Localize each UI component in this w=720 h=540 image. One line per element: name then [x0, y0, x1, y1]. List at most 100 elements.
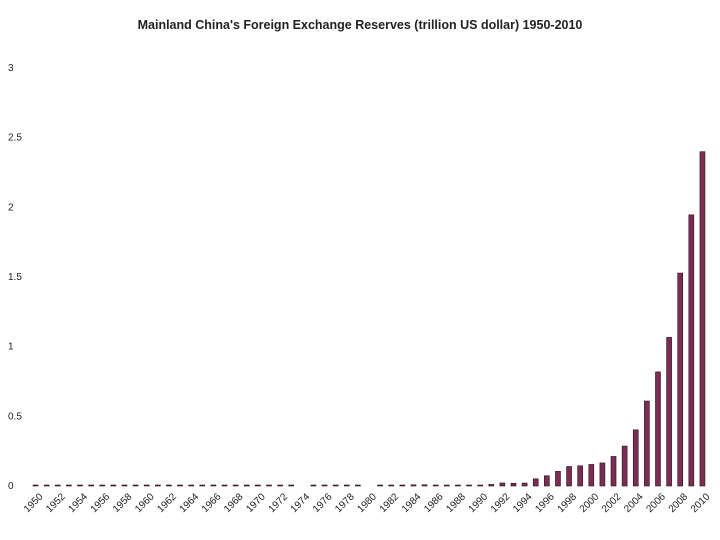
bar-1954 [77, 484, 83, 487]
y-tick-label: 1.5 [8, 272, 22, 283]
bar-1961 [155, 484, 161, 487]
y-tick-label: 1 [8, 342, 14, 353]
x-axis: 1950195219541956195819601962196419661968… [22, 491, 713, 515]
bar-1987 [443, 484, 450, 487]
bar-1978 [343, 484, 350, 487]
bar-1974 [300, 485, 305, 486]
x-tick-label: 1994 [511, 491, 535, 515]
x-tick-label: 1974 [289, 491, 313, 515]
y-tick-label: 3 [8, 63, 14, 74]
x-tick-label: 1984 [400, 491, 424, 515]
bar-1964 [188, 484, 194, 487]
bar-1988 [455, 484, 461, 487]
x-tick-label: 1986 [422, 491, 446, 515]
bar-1968 [232, 484, 239, 487]
bar-2010 [699, 151, 706, 487]
bar-1998 [566, 466, 572, 487]
bar-1966 [210, 484, 217, 487]
x-tick-label: 1950 [22, 491, 46, 515]
bar-1975 [310, 484, 317, 487]
x-tick-label: 1970 [244, 491, 268, 515]
bar-2001 [599, 462, 606, 487]
x-tick-label: 1992 [489, 491, 513, 515]
bar-2000 [588, 464, 595, 487]
y-tick-label: 2.5 [8, 133, 22, 144]
x-tick-label: 1964 [178, 491, 202, 515]
x-tick-label: 1982 [378, 491, 402, 515]
bar-1963 [177, 484, 183, 487]
bar-2006 [655, 371, 661, 487]
x-tick-label: 1988 [444, 491, 468, 515]
y-axis: 0 0.5 1 1.5 2 2.5 3 [8, 63, 22, 492]
bar-1958 [121, 484, 128, 487]
bar-2003 [621, 445, 628, 487]
x-tick-label: 1998 [556, 491, 580, 515]
x-tick-label: 2002 [600, 491, 624, 515]
x-tick-label: 1966 [200, 491, 224, 515]
bar-1986 [432, 484, 439, 487]
bar-series [32, 151, 706, 487]
x-tick-label: 2010 [689, 491, 713, 515]
bar-1972 [277, 484, 283, 487]
bar-1957 [110, 484, 117, 487]
x-tick-label: 2008 [667, 491, 691, 515]
bar-1976 [321, 484, 328, 487]
bar-1996 [544, 475, 550, 487]
x-tick-label: 1990 [467, 491, 491, 515]
bar-1951 [43, 484, 50, 487]
x-tick-label: 1996 [533, 491, 557, 515]
bar-1967 [221, 484, 228, 487]
x-tick-label: 1968 [222, 491, 246, 515]
x-tick-label: 1956 [89, 491, 113, 515]
bar-1950 [32, 484, 39, 487]
bar-1982 [388, 484, 395, 487]
bar-2002 [610, 456, 617, 487]
bar-1979 [355, 484, 361, 487]
bar-1970 [255, 484, 261, 487]
bar-2008 [677, 272, 684, 487]
bar-1981 [377, 484, 383, 487]
y-tick-label: 0 [8, 481, 14, 492]
bar-1991 [488, 484, 495, 487]
bar-1993 [510, 482, 517, 487]
bar-2004 [632, 429, 639, 487]
bar-1990 [477, 484, 483, 487]
bar-1965 [199, 484, 206, 487]
bar-1977 [332, 484, 339, 487]
bar-1960 [143, 484, 150, 487]
bar-1989 [466, 484, 472, 487]
x-tick-label: 1952 [44, 491, 68, 515]
x-tick-label: 1960 [133, 491, 157, 515]
y-tick-label: 2 [8, 202, 14, 213]
y-tick-label: 0.5 [8, 411, 22, 422]
x-tick-label: 2000 [578, 491, 602, 515]
x-tick-label: 1976 [311, 491, 335, 515]
x-tick-label: 1962 [155, 491, 179, 515]
bar-1953 [66, 484, 72, 487]
x-tick-label: 1972 [267, 491, 291, 515]
bar-1992 [499, 482, 506, 487]
bar-1999 [577, 465, 583, 487]
x-tick-label: 2004 [622, 491, 646, 515]
bar-2005 [644, 400, 650, 487]
bar-1962 [166, 484, 172, 487]
bar-1995 [532, 478, 539, 487]
x-tick-label: 1980 [355, 491, 379, 515]
bar-2009 [688, 214, 695, 487]
x-tick-label: 1978 [333, 491, 357, 515]
bar-1984 [410, 484, 417, 487]
bar-1983 [399, 484, 406, 487]
bar-1971 [266, 484, 272, 487]
x-tick-label: 1954 [66, 491, 90, 515]
x-tick-label: 2006 [644, 491, 668, 515]
bar-1980 [367, 485, 372, 486]
bar-2007 [666, 337, 672, 487]
x-tick-label: 1958 [111, 491, 135, 515]
bar-1997 [555, 471, 561, 487]
bar-1973 [288, 484, 295, 487]
bar-1959 [132, 484, 139, 487]
bar-1955 [88, 484, 94, 487]
bar-1952 [54, 484, 61, 487]
bar-1969 [243, 484, 250, 487]
